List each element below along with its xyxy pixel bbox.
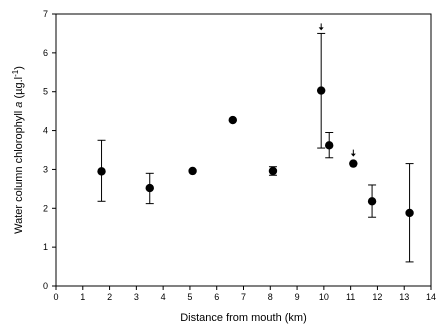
marker-3 [188, 166, 197, 176]
y-tick-label-1: 1 [43, 242, 48, 252]
x-axis-ticks: 0 1 2 3 4 5 6 7 8 9 10 11 12 13 14 [53, 286, 436, 302]
y-axis-title-part-1: Water column chlorophyll [13, 108, 25, 234]
marker-10 [405, 208, 414, 218]
marker-5 [268, 166, 278, 176]
plot-frame [55, 13, 432, 287]
marker-4 [228, 115, 237, 125]
data-points [97, 23, 414, 263]
y-axis-title-part-5: ) [13, 66, 25, 70]
x-tick-label-14: 14 [426, 292, 436, 302]
marker-6 [316, 86, 326, 95]
data-point-10 [405, 163, 414, 263]
axes [55, 13, 432, 287]
marker-9 [367, 197, 377, 206]
x-tick-label-6: 6 [214, 292, 219, 302]
data-point-2 [145, 172, 154, 205]
arrow-head-8 [350, 153, 356, 157]
y-axis-title: Water column chlorophyll a (µg.l-1) [11, 66, 25, 234]
x-tick-label-13: 13 [399, 292, 409, 302]
data-point-8 [349, 149, 358, 168]
x-tick-label-4: 4 [161, 292, 166, 302]
y-tick-label-7: 7 [43, 9, 48, 19]
y-tick-label-4: 4 [43, 126, 48, 136]
y-tick-label-2: 2 [43, 203, 48, 213]
y-axis-title-italic-a: a [13, 102, 25, 108]
y-tick-label-3: 3 [43, 164, 48, 174]
marker-8 [349, 159, 358, 168]
y-tick-label-6: 6 [43, 48, 48, 58]
data-point-1 [97, 139, 106, 202]
x-tick-label-11: 11 [346, 292, 355, 302]
x-axis-title: Distance from mouth (km) [180, 312, 307, 324]
x-tick-label-2: 2 [107, 292, 112, 302]
y-tick-label-5: 5 [43, 87, 48, 97]
x-tick-label-3: 3 [134, 292, 139, 302]
marker-7 [325, 141, 334, 150]
y-tick-label-0: 0 [43, 281, 48, 291]
data-point-3 [188, 166, 197, 176]
data-point-5 [268, 166, 278, 176]
x-tick-label-10: 10 [319, 292, 329, 302]
y-axis-title-superscript: -1 [11, 69, 20, 77]
x-tick-label-12: 12 [372, 292, 382, 302]
marker-1 [97, 167, 106, 176]
x-tick-label-7: 7 [241, 292, 246, 302]
arrow-head-6 [318, 27, 324, 31]
x-tick-label-1: 1 [80, 292, 85, 302]
y-axis-ticks: 0 1 2 3 4 5 6 7 [43, 9, 56, 291]
x-tick-label-0: 0 [53, 292, 58, 302]
data-point-6 [316, 23, 326, 149]
x-tick-label-9: 9 [295, 292, 300, 302]
x-tick-label-8: 8 [268, 292, 273, 302]
data-point-7 [325, 132, 334, 159]
marker-2 [145, 183, 154, 193]
x-tick-label-5: 5 [187, 292, 192, 302]
data-point-4 [228, 115, 237, 125]
y-axis-title-part-3: (µg.l [13, 77, 25, 102]
data-point-9 [367, 184, 377, 218]
